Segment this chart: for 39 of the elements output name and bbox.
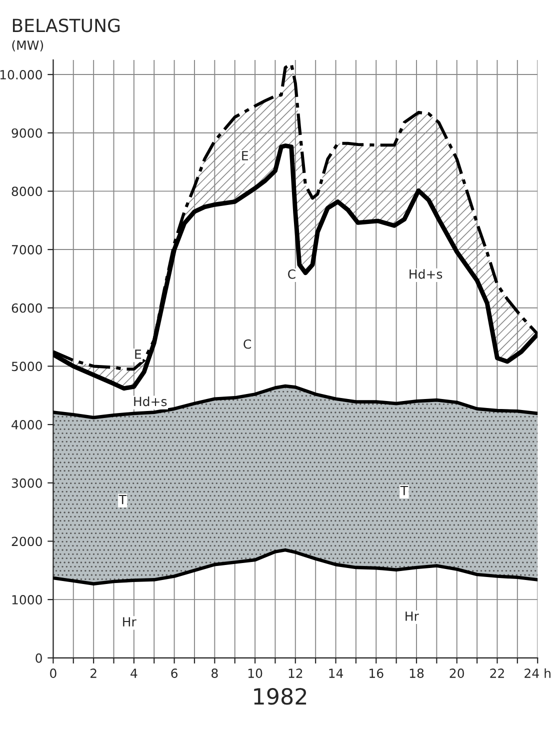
annotation: Hd+s bbox=[134, 396, 167, 406]
annotation: C bbox=[244, 339, 251, 349]
x-tick-label: 8 bbox=[212, 668, 218, 678]
y-tick-label: 9000 bbox=[12, 128, 42, 138]
annotation: Hr bbox=[123, 617, 136, 626]
y-axis-title: (MW) bbox=[12, 40, 44, 52]
annotation: T bbox=[118, 494, 126, 504]
annotation: Hr bbox=[406, 612, 419, 621]
x-tick-label: 14 bbox=[329, 668, 344, 678]
y-tick-label: 2000 bbox=[12, 536, 42, 546]
x-tick-label: 6 bbox=[171, 668, 178, 678]
y-tick-label: 4000 bbox=[12, 420, 42, 430]
y-tick-label: 5000 bbox=[12, 362, 42, 372]
y-tick-label: 8000 bbox=[12, 186, 42, 196]
x-tick-label: 12 bbox=[288, 668, 302, 678]
chart-title: BELASTUNG bbox=[12, 18, 120, 32]
y-tick-label: 7000 bbox=[12, 245, 42, 254]
x-tick-label: 2 bbox=[90, 668, 96, 678]
annotation: Hd+s bbox=[410, 269, 442, 279]
y-tick-label: 6000 bbox=[12, 303, 42, 313]
x-tick-label: 22 bbox=[490, 668, 504, 678]
x-tick-label: 20 bbox=[450, 668, 464, 678]
annotation: C bbox=[288, 269, 296, 279]
x-tick-label: 10 bbox=[248, 668, 262, 678]
annotation: E bbox=[135, 350, 142, 359]
x-tick-label: 24 h bbox=[524, 668, 550, 678]
x-tick-label: 18 bbox=[410, 668, 424, 678]
line-series bbox=[53, 384, 538, 420]
annotation: E bbox=[242, 151, 248, 160]
y-tick-label: 3000 bbox=[12, 478, 42, 488]
text: 1982 bbox=[254, 688, 306, 705]
x-tick-label: 4 bbox=[130, 668, 138, 678]
y-tick-label: 10.000 bbox=[0, 70, 42, 80]
line-series bbox=[53, 548, 538, 586]
x-tick-label: 0 bbox=[50, 668, 56, 678]
y-tick-label: 0 bbox=[36, 653, 42, 663]
x-tick-label: 16 bbox=[370, 668, 384, 678]
annotation: T bbox=[400, 486, 408, 496]
y-tick-label: 1000 bbox=[12, 595, 42, 604]
